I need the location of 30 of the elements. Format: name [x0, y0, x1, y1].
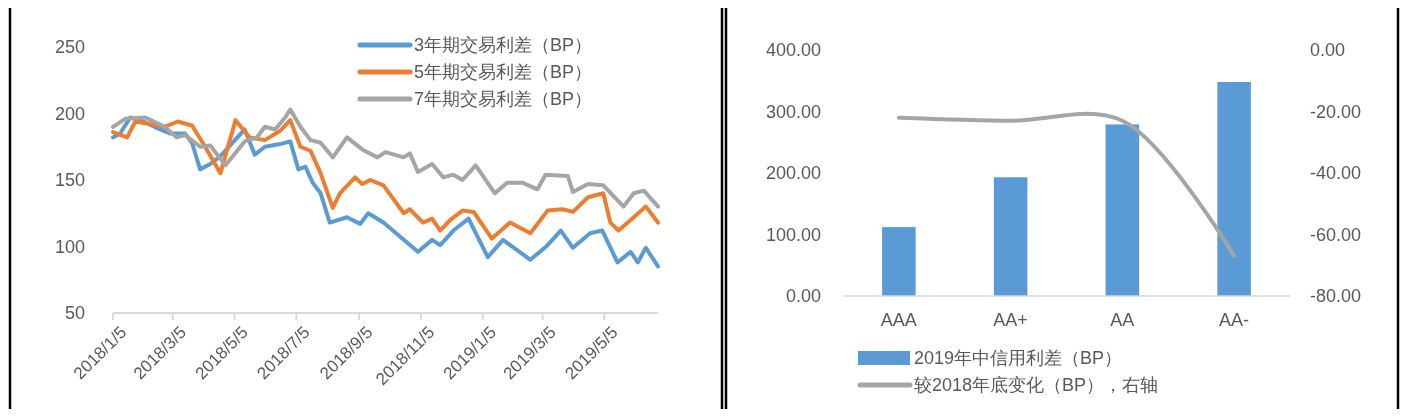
y-tick-label: 250: [54, 37, 85, 58]
y2-tick-label: -80.00: [1310, 286, 1362, 307]
y2-tick-label: -40.00: [1310, 163, 1362, 184]
bar: [1105, 124, 1140, 296]
y-tick-label: 200.00: [765, 163, 821, 184]
y-tick-label: 400.00: [765, 40, 821, 61]
legend-label: 2019年中信用利差（BP）: [914, 348, 1123, 368]
y-tick-label: 150: [54, 170, 85, 191]
bar: [993, 177, 1028, 296]
legend-label: 7年期交易利差（BP）: [414, 89, 593, 109]
y-tick-label: 100.00: [765, 224, 821, 245]
y2-tick-label: -20.00: [1310, 101, 1362, 122]
bar: [1217, 81, 1251, 296]
legend-label: 5年期交易利差（BP）: [414, 62, 593, 82]
y2-tick-label: 0.00: [1310, 40, 1346, 61]
y-tick-label: 200: [54, 103, 85, 124]
bar: [882, 227, 916, 296]
y-tick-label: 50: [64, 303, 85, 324]
x-tick-label: AA: [1110, 310, 1135, 330]
line-series: [111, 118, 660, 241]
y-tick-label: 0.00: [785, 286, 821, 307]
y-tick-label: 100: [54, 236, 85, 257]
legend-label: 3年期交易利差（BP）: [414, 35, 593, 55]
legend-label: 较2018年底变化（BP），右轴: [914, 375, 1159, 395]
y2-tick-label: -60.00: [1310, 224, 1362, 245]
y-tick-label: 300.00: [765, 101, 821, 122]
x-tick-label: AA-: [1219, 310, 1250, 330]
x-tick-label: AAA: [880, 310, 917, 330]
line-series: [111, 107, 660, 209]
x-tick-label: AA+: [993, 310, 1028, 330]
